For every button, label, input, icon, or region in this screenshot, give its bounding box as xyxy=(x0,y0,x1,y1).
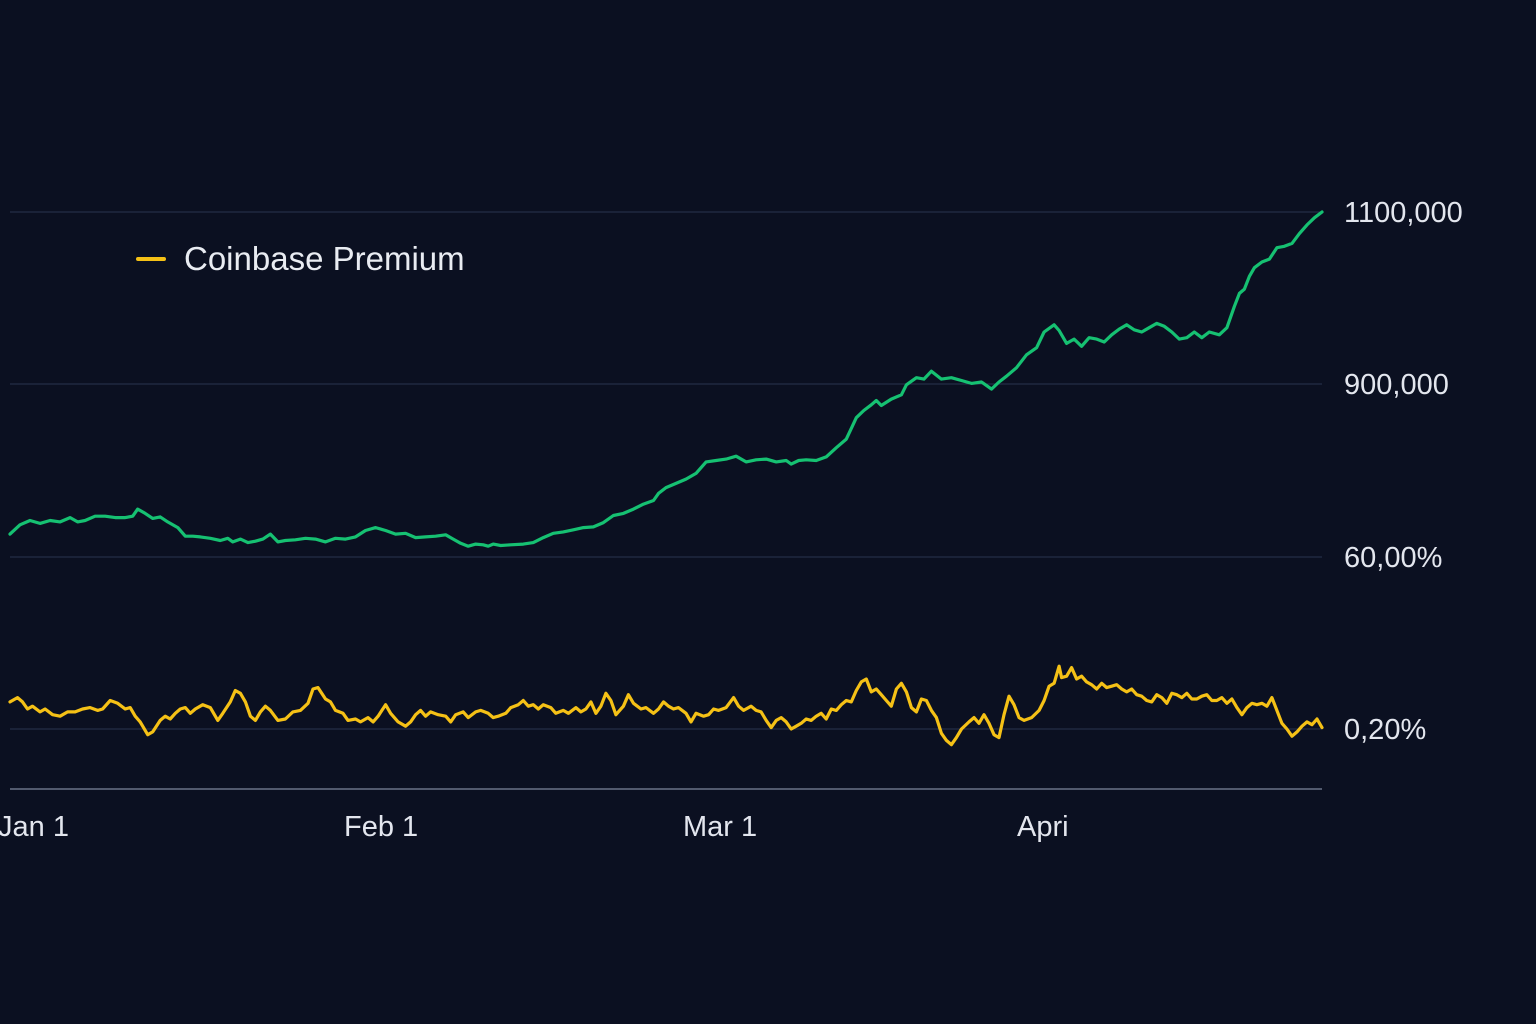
legend: Coinbase Premium xyxy=(136,240,465,278)
series-lines xyxy=(8,210,1324,747)
series-line-yellow xyxy=(8,664,1324,747)
series-line-green xyxy=(8,210,1324,548)
x-tick-label-apr: Apri xyxy=(1017,811,1069,843)
y-tick-label-4: 0,20% xyxy=(1344,714,1426,746)
y-tick-label-1: 1100,000 xyxy=(1344,197,1463,229)
x-tick-label-jan: Jan 1 xyxy=(0,811,69,843)
legend-label: Coinbase Premium xyxy=(184,240,465,277)
gridlines xyxy=(10,211,1322,790)
axis-labels: 1100,000 900,000 60,00% 0,20% Jan 1 Feb … xyxy=(0,197,1463,843)
y-tick-label-2: 900,000 xyxy=(1344,369,1449,401)
x-tick-label-mar: Mar 1 xyxy=(683,811,757,843)
legend-swatch xyxy=(136,257,166,261)
y-tick-label-3: 60,00% xyxy=(1344,542,1442,574)
x-tick-label-feb: Feb 1 xyxy=(344,811,418,843)
